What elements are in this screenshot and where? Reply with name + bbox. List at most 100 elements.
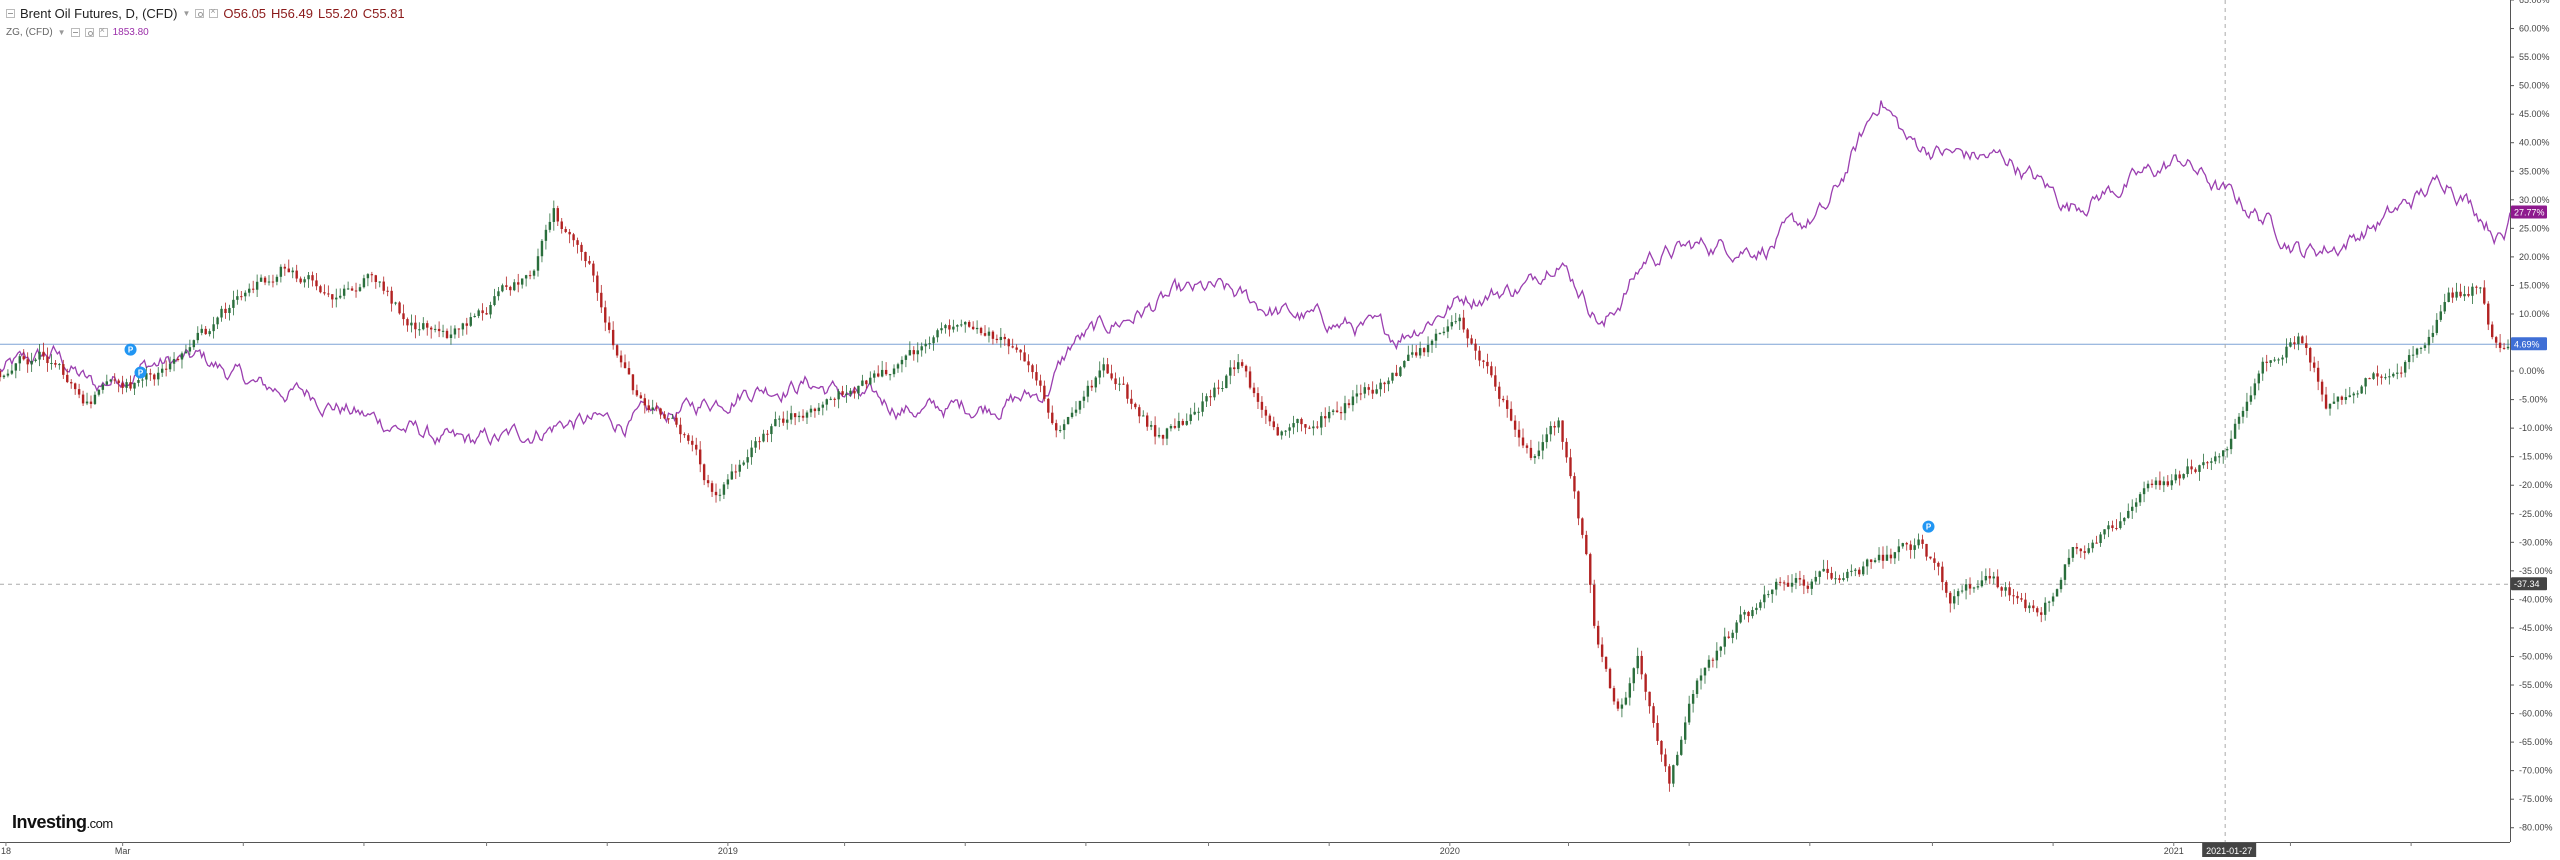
candle-body [2419, 347, 2423, 349]
chevron-down-icon[interactable]: ▼ [182, 9, 191, 18]
candle-body [2016, 595, 2019, 599]
candle-body [1917, 539, 1920, 546]
candle-body [967, 321, 971, 327]
candle-body [1284, 430, 1287, 432]
candle-body [1616, 701, 1620, 709]
close-icon[interactable] [209, 6, 219, 18]
y-tick-label: 45.00% [2519, 109, 2550, 119]
event-marker-icon[interactable] [124, 343, 137, 356]
candle-body [1715, 650, 1719, 661]
candle-body [22, 356, 25, 360]
candle-body [2131, 506, 2134, 511]
candle-body [251, 288, 255, 290]
settings-icon[interactable] [195, 9, 205, 18]
event-marker-icon[interactable] [134, 366, 147, 379]
candle-body [548, 221, 552, 230]
candle-body [991, 331, 995, 339]
y-tick-label: -70.00% [2519, 766, 2553, 776]
candle-body [1268, 415, 1272, 422]
candle-body [1205, 396, 1208, 402]
candle-body [1106, 364, 1109, 374]
candle-body [323, 292, 326, 294]
candle-body [627, 368, 631, 375]
candle-body [2063, 564, 2067, 580]
y-tick-label: -55.00% [2519, 680, 2553, 690]
candle-body [995, 338, 999, 341]
candle-body [663, 414, 666, 419]
candle-body [1786, 582, 1790, 587]
price-axis-bg[interactable] [2510, 0, 2560, 842]
candle-body [1790, 582, 1794, 587]
candle-body [77, 389, 81, 395]
candle-body [259, 277, 263, 282]
candle-body [2368, 378, 2371, 380]
candle-body [702, 464, 706, 481]
candle-body [2487, 303, 2490, 325]
candle-body [869, 377, 872, 385]
overlay-close-icon[interactable] [98, 25, 108, 37]
candle-body [1217, 387, 1220, 389]
main-symbol-title[interactable]: Brent Oil Futures, D, (CFD) [20, 6, 178, 21]
candle-body [2305, 343, 2308, 348]
candle-body [2012, 595, 2015, 597]
candle-body [2225, 449, 2229, 451]
candle-body [2032, 605, 2035, 609]
candle-body [117, 380, 120, 384]
collapse-icon[interactable] [6, 9, 15, 18]
y-tick-label: -60.00% [2519, 709, 2553, 719]
candle-body [1320, 416, 1323, 428]
candle-body [2162, 481, 2166, 486]
y-tick-label: -40.00% [2519, 594, 2553, 604]
candle-body [2055, 589, 2059, 597]
candle-body [509, 286, 512, 291]
candle-body [1545, 434, 1548, 443]
candle-body [2170, 480, 2173, 486]
candle-body [2273, 359, 2276, 361]
candle-body [1407, 354, 1410, 361]
candle-body [366, 274, 370, 279]
candle-body [1446, 326, 1450, 332]
candle-body [1858, 569, 1861, 575]
candle-body [473, 315, 476, 318]
candle-body [904, 355, 908, 360]
candle-body [948, 325, 951, 330]
candle-body [1549, 425, 1552, 435]
y-tick-label: -50.00% [2519, 651, 2553, 661]
candle-body [1051, 412, 1054, 424]
candle-body [900, 359, 904, 365]
candle-body [540, 240, 544, 257]
candle-body [1486, 361, 1489, 367]
candle-body [208, 331, 211, 335]
candle-body [418, 329, 421, 331]
candle-body [2142, 488, 2146, 495]
candle-body [172, 358, 176, 364]
candle-body [766, 433, 769, 435]
candle-body [695, 444, 698, 450]
candle-body [319, 286, 322, 293]
overlay-symbol-title[interactable]: ZG, (CFD) [6, 27, 53, 38]
overlay-chevron-down-icon[interactable]: ▼ [57, 28, 66, 37]
candle-body [979, 327, 983, 334]
candle-body [1335, 410, 1339, 413]
candle-body [1873, 560, 1877, 563]
overlay-collapse-icon[interactable] [70, 28, 80, 37]
candle-body [1062, 424, 1066, 431]
candle-body [2257, 373, 2261, 384]
candle-body [1759, 602, 1762, 608]
candle-body [129, 382, 132, 389]
candle-body [2087, 548, 2090, 553]
candle-body [857, 385, 860, 394]
candle-body [2281, 357, 2284, 360]
candle-body [315, 280, 318, 287]
candle-body [2364, 378, 2367, 387]
candle-body [971, 326, 975, 330]
candle-body [952, 326, 955, 330]
event-marker-icon[interactable] [1922, 520, 1935, 533]
candle-body [1391, 372, 1394, 381]
overlay-settings-icon[interactable] [84, 28, 94, 37]
candle-body [920, 346, 923, 351]
candle-body [386, 290, 389, 292]
y-tick-label: 65.00% [2519, 0, 2550, 5]
